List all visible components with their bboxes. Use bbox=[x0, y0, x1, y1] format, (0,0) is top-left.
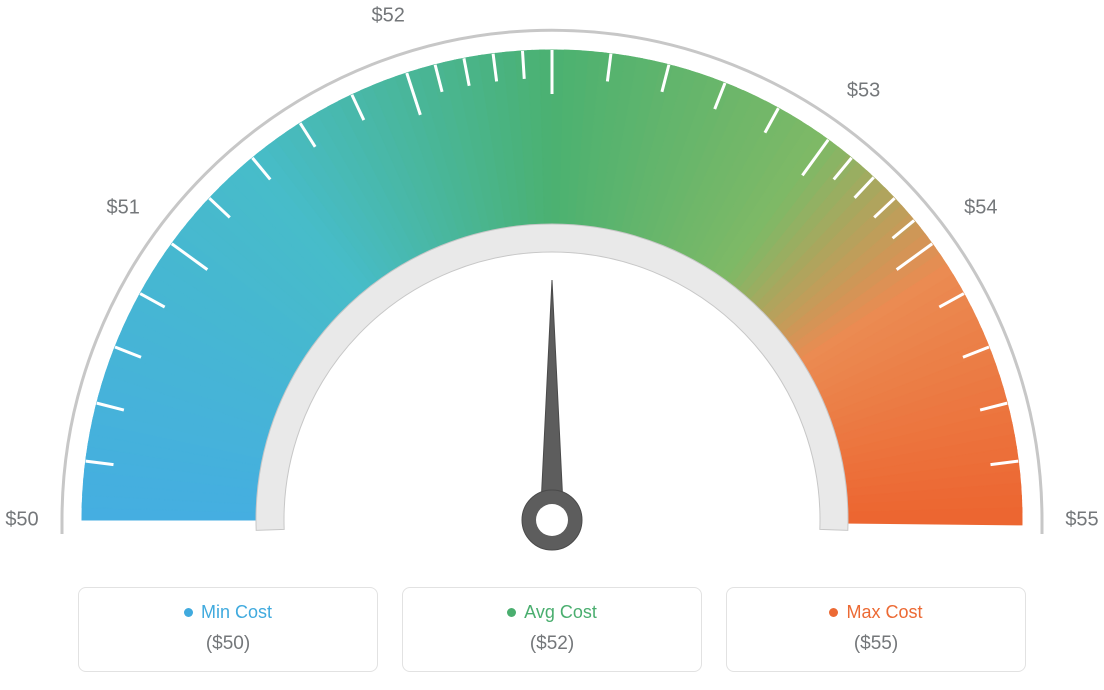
legend-label: Avg Cost bbox=[524, 602, 597, 623]
gauge-tick-label: $54 bbox=[964, 197, 997, 220]
gauge-tick-label: $51 bbox=[107, 197, 140, 220]
legend-label: Max Cost bbox=[846, 602, 922, 623]
gauge-svg bbox=[0, 0, 1104, 560]
gauge-tick-label: $52 bbox=[372, 4, 405, 27]
legend-card-max: Max Cost ($55) bbox=[726, 587, 1026, 672]
legend-title-avg: Avg Cost bbox=[507, 602, 597, 623]
legend-label: Min Cost bbox=[201, 602, 272, 623]
dot-icon bbox=[829, 608, 838, 617]
dot-icon bbox=[507, 608, 516, 617]
gauge-tick-label: $52 bbox=[535, 0, 568, 2]
legend-value: ($55) bbox=[737, 633, 1015, 655]
gauge-chart: $50 $51 $52 $52 $53 $54 $55 bbox=[0, 0, 1104, 560]
legend-title-min: Min Cost bbox=[184, 602, 272, 623]
dot-icon bbox=[184, 608, 193, 617]
legend-card-min: Min Cost ($50) bbox=[78, 587, 378, 672]
legend-row: Min Cost ($50) Avg Cost ($52) Max Cost (… bbox=[0, 587, 1104, 672]
legend-value: ($50) bbox=[89, 633, 367, 655]
gauge-tick-label: $53 bbox=[847, 80, 880, 103]
legend-title-max: Max Cost bbox=[829, 602, 922, 623]
gauge-tick-label: $50 bbox=[5, 509, 38, 532]
gauge-tick-label: $55 bbox=[1065, 509, 1098, 532]
legend-card-avg: Avg Cost ($52) bbox=[402, 587, 702, 672]
legend-value: ($52) bbox=[413, 633, 691, 655]
